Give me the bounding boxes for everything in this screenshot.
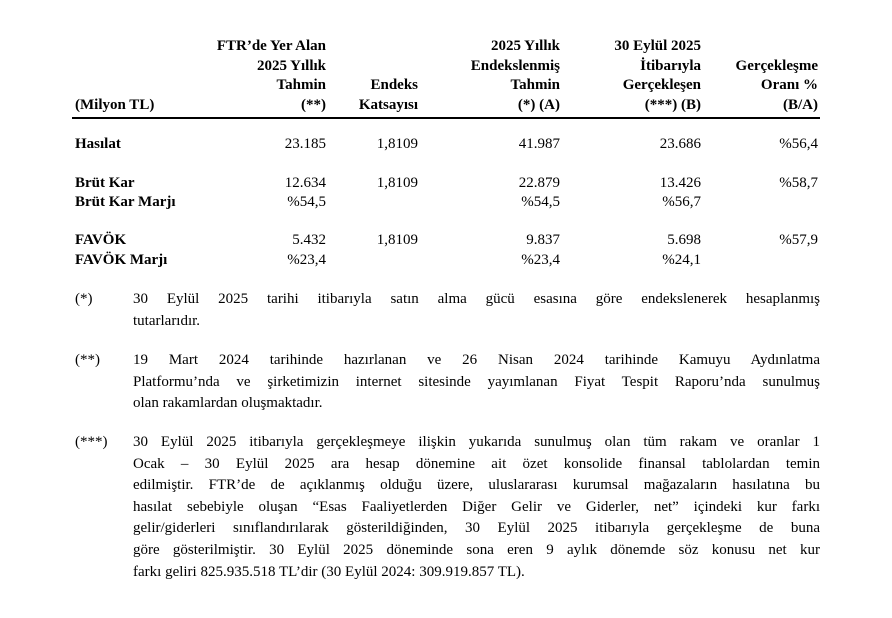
footnote-text: 30 Eylül 2025 itibarıyla gerçekleşmeye i…: [133, 432, 820, 583]
column-header-line: Tahmin: [276, 77, 326, 93]
column-header-line: (B/A): [783, 96, 818, 113]
footnote-line: olan rakamlardan oluşmaktadır.: [133, 395, 323, 412]
footnote-line: 19 Mart 2024 tarihinde hazırlanan ve 26 …: [133, 352, 820, 368]
table-cell: 41.987: [518, 136, 560, 152]
table-cell: %57,9: [779, 232, 818, 248]
column-header: 30 Eylül 2025 İtibarıyla Gerçekleşen (***) …: [614, 37, 701, 115]
table-cell: %56,7: [662, 194, 701, 210]
footnote-line: göre gösterilmiştir. 30 Eylül 2025 dönem…: [133, 541, 820, 558]
column-header-line: 30 Eylül 2025: [614, 38, 701, 54]
footnote-line: Platformu’nda ve şirketimizin internet s…: [133, 373, 820, 390]
column-header-line: Gerçekleşme: [735, 57, 818, 74]
column-header: 2025 Yıllık Endekslenmiş Tahmin (*) (A): [471, 37, 560, 115]
row-label: Brüt Kar: [75, 175, 135, 191]
table-cell: %54,5: [287, 194, 326, 210]
footnote-line: hasılat sebebiyle oluşan “Esas Faaliyetl…: [133, 498, 820, 515]
column-header-line: (Milyon TL): [75, 96, 155, 113]
row-label: Hasılat: [75, 136, 121, 152]
footnote-mark: (*): [75, 291, 93, 307]
column-header-line: (***) (B): [644, 96, 701, 113]
footnote-line: gelir/giderleri sınıflandırılarak göster…: [133, 520, 820, 537]
table-cell: %23,4: [287, 252, 326, 268]
column-header-line: Endekslenmiş: [470, 57, 560, 74]
row-label: FAVÖK: [75, 232, 127, 248]
table-cell: 5.432: [292, 232, 326, 248]
column-header-line: Gerçekleşen: [622, 77, 701, 93]
table-cell: 5.698: [667, 232, 701, 248]
footnote-line: tutarlarıdır.: [133, 312, 201, 329]
footnote-line: edilmiştir. FTR’de de açıklanmış olduğu …: [133, 477, 820, 494]
column-header-line: Endeks: [370, 77, 418, 93]
footnote-line: 30 Eylül 2025 itibarıyla gerçekleşmeye i…: [133, 434, 820, 450]
table-cell: %54,5: [521, 194, 560, 210]
table-cell: 22.879: [518, 175, 560, 191]
table-cell: %23,4: [521, 252, 560, 268]
column-header-line: Katsayısı: [358, 96, 418, 113]
table-cell: 12.634: [284, 175, 326, 191]
row-label: FAVÖK Marjı: [75, 252, 168, 268]
column-header: Gerçekleşme Oranı % (B/A): [736, 57, 818, 116]
footnote-mark: (**): [75, 352, 100, 368]
column-header-line: Oranı %: [760, 77, 818, 93]
row-label: Brüt Kar Marjı: [75, 194, 176, 210]
column-header: (Milyon TL): [75, 96, 154, 116]
table-cell: %58,7: [779, 175, 818, 191]
column-header-line: İtibarıyla: [640, 57, 701, 74]
footnote-line: 30 Eylül 2025 tarihi itibarıyla satın al…: [133, 291, 820, 307]
table-cell: 1,8109: [376, 136, 418, 152]
table-cell: 1,8109: [376, 175, 418, 191]
column-header-line: Tahmin: [510, 77, 560, 93]
table-cell: %24,1: [662, 252, 701, 268]
header-divider: [72, 117, 820, 119]
column-header: FTR’de Yer Alan 2025 Yıllık Tahmin (**): [217, 37, 326, 115]
column-header-line: 2025 Yıllık: [490, 38, 560, 54]
footnote-line: Ocak – 30 Eylül 2025 ara hesap dönemine …: [133, 455, 820, 472]
footnote-text: 19 Mart 2024 tarihinde hazırlanan ve 26 …: [133, 350, 820, 415]
column-header-line: (*) (A): [517, 96, 560, 113]
table-cell: 1,8109: [376, 232, 418, 248]
column-header: Endeks Katsayısı: [359, 76, 418, 115]
table-cell: 23.185: [284, 136, 326, 152]
table-cell: 9.837: [526, 232, 560, 248]
footnote-text: 30 Eylül 2025 tarihi itibarıyla satın al…: [133, 289, 820, 332]
column-header-line: 2025 Yıllık: [256, 57, 326, 74]
table-cell: 23.686: [659, 136, 701, 152]
column-header-line: (**): [301, 96, 326, 113]
table-cell: %56,4: [779, 136, 818, 152]
footnote-mark: (***): [75, 434, 108, 450]
footnote-line: farkı geliri 825.935.518 TL’dir (30 Eylü…: [133, 563, 525, 580]
column-header-line: FTR’de Yer Alan: [216, 38, 326, 54]
table-cell: 13.426: [659, 175, 701, 191]
